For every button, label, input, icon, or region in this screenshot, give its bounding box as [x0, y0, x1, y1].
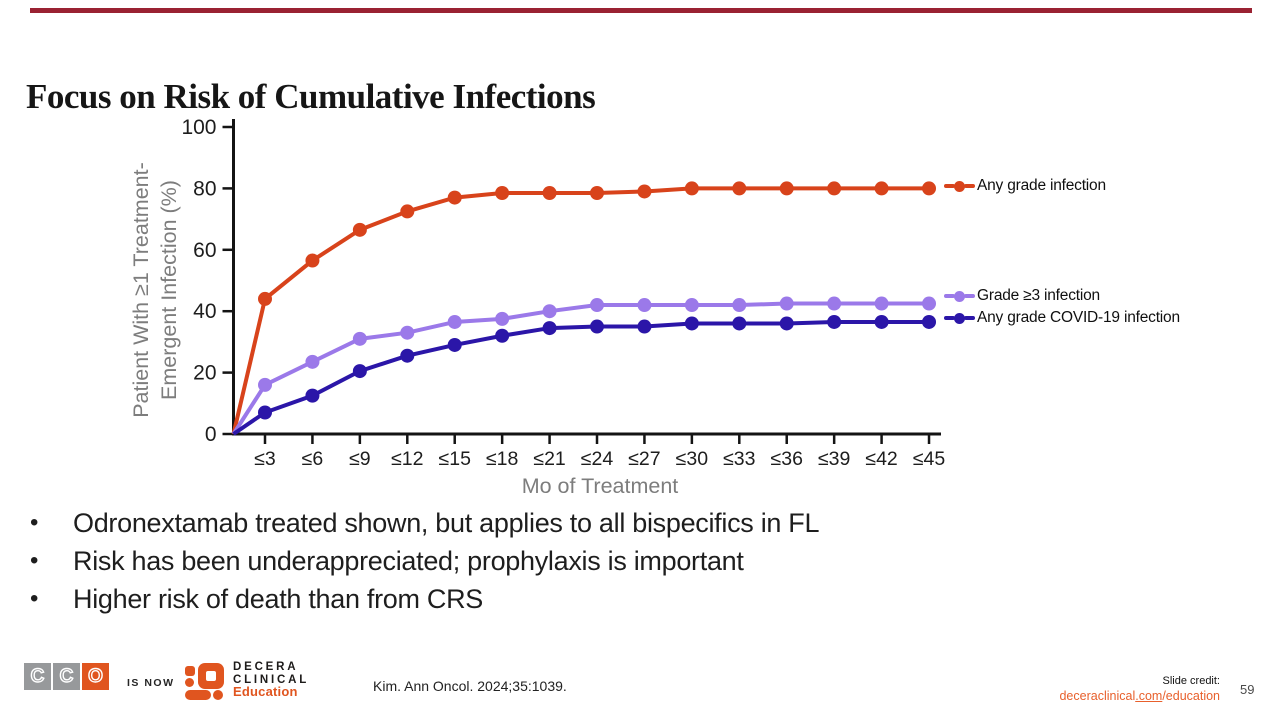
- svg-text:≤27: ≤27: [628, 448, 660, 470]
- legend-dot-icon: [954, 290, 965, 302]
- cumulative-infection-chart: 0 20 40 60 80 100 ≤3 ≤6 ≤9 ≤12 ≤15 ≤18 ≤21 ≤24 ≤27 ≤30 ≤…: [129, 116, 946, 498]
- svg-text:20: 20: [193, 362, 216, 385]
- svg-text:60: 60: [193, 239, 216, 262]
- svg-text:≤36: ≤36: [771, 448, 803, 470]
- cco-logo-letter: C: [53, 663, 80, 690]
- legend-item-any-grade: Any grade infection: [944, 176, 1106, 196]
- svg-text:80: 80: [193, 177, 216, 200]
- decera-logo-icon: [185, 663, 225, 701]
- credit-link[interactable]: deceraclinical.com/education: [1059, 689, 1220, 703]
- svg-text:100: 100: [181, 116, 216, 139]
- is-now-label: IS NOW: [127, 677, 175, 689]
- legend-item-covid: Any grade COVID-19 infection: [944, 308, 1180, 328]
- legend-line-icon: [944, 294, 955, 298]
- svg-text:≤6: ≤6: [302, 448, 324, 470]
- key-points-list: Odronextamab treated shown, but applies …: [28, 504, 1198, 618]
- top-accent-bar: [30, 8, 1252, 13]
- legend-dot-icon: [954, 312, 965, 324]
- legend-item-grade3: Grade ≥3 infection: [944, 286, 1100, 306]
- svg-text:Emergent Infection (%): Emergent Infection (%): [157, 180, 181, 400]
- slide-credit-block: Slide credit: deceraclinical.com/educati…: [1059, 675, 1220, 705]
- legend-dot-icon: [954, 180, 965, 192]
- decera-wordmark-line2: CLINICAL: [233, 673, 310, 686]
- legend-line-icon: [964, 316, 975, 320]
- legend-line-icon: [944, 184, 955, 188]
- svg-text:Patient With ≥1 Treatment-: Patient With ≥1 Treatment-: [129, 162, 153, 418]
- svg-text:≤33: ≤33: [723, 448, 755, 470]
- svg-text:≤45: ≤45: [913, 448, 946, 470]
- cco-logo-letter: O: [82, 663, 109, 690]
- svg-text:≤39: ≤39: [818, 448, 850, 470]
- bullet-item: Higher risk of death than from CRS: [28, 580, 1198, 618]
- cco-logo: C C O: [24, 663, 109, 690]
- legend-label: Any grade COVID-19 infection: [977, 309, 1180, 326]
- svg-text:≤9: ≤9: [349, 448, 371, 470]
- svg-text:≤30: ≤30: [676, 448, 709, 470]
- page-number: 59: [1240, 682, 1255, 697]
- svg-text:0: 0: [205, 423, 217, 446]
- legend-line-icon: [964, 294, 975, 298]
- svg-text:≤21: ≤21: [533, 448, 565, 470]
- legend-line-icon: [964, 184, 975, 188]
- citation: Kim. Ann Oncol. 2024;35:1039.: [373, 678, 567, 694]
- decera-logo-text: DECERA CLINICAL Education: [233, 661, 309, 699]
- decera-wordmark-line1: DECERA: [233, 661, 299, 673]
- legend-line-icon: [944, 316, 955, 320]
- svg-text:≤42: ≤42: [865, 448, 897, 470]
- svg-text:≤12: ≤12: [391, 448, 423, 470]
- legend-label: Any grade infection: [977, 177, 1106, 194]
- svg-text:≤15: ≤15: [439, 448, 472, 470]
- svg-text:40: 40: [193, 300, 216, 323]
- cco-logo-letter: C: [24, 663, 51, 690]
- svg-text:Mo of Treatment: Mo of Treatment: [522, 474, 679, 498]
- page-title: Focus on Risk of Cumulative Infections: [26, 77, 596, 117]
- decera-wordmark-line3: Education: [233, 684, 298, 699]
- bullet-item: Risk has been underappreciated; prophyla…: [28, 542, 1198, 580]
- slide-credit-label: Slide credit:: [1162, 675, 1220, 687]
- svg-text:≤24: ≤24: [581, 448, 614, 470]
- bullet-item: Odronextamab treated shown, but applies …: [28, 504, 1198, 542]
- svg-text:≤3: ≤3: [254, 448, 276, 470]
- legend-label: Grade ≥3 infection: [977, 287, 1100, 304]
- svg-text:≤18: ≤18: [486, 448, 518, 470]
